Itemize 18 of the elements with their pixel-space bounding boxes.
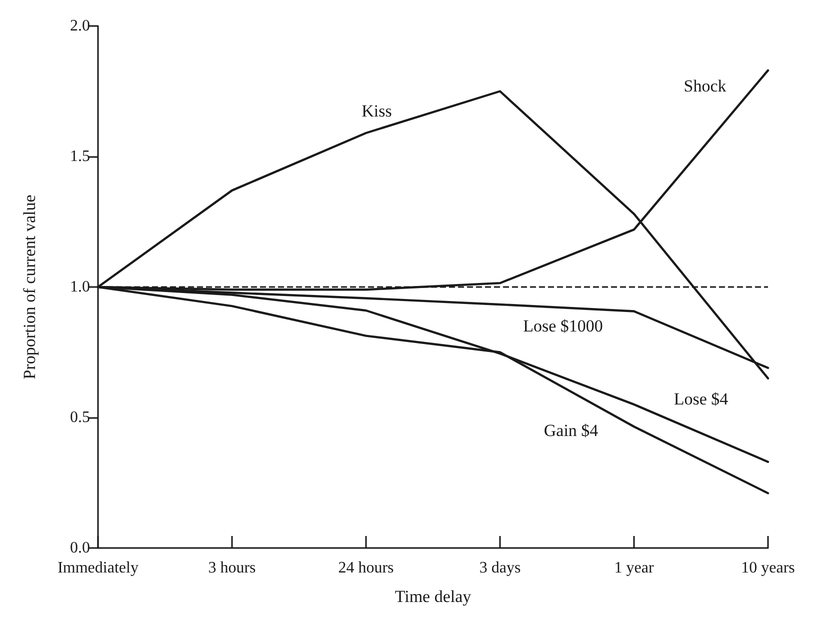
- annotation: Gain $4: [544, 421, 599, 440]
- annotation: Shock: [684, 76, 727, 96]
- y-tick-label: 2.0: [70, 18, 90, 34]
- annotation: Lose $1000: [523, 316, 603, 336]
- x-tick-label: 24 hours: [338, 560, 394, 576]
- x-tick-label: 3 days: [479, 560, 521, 576]
- annotation: Lose $4: [674, 390, 729, 409]
- annotation: Kiss: [362, 101, 392, 120]
- x-tick-label: 10 years: [741, 560, 795, 576]
- x-tick-label: Immediately: [58, 560, 138, 576]
- y-tick-label: 1.0: [70, 278, 90, 296]
- x-tick-label: 1 year: [614, 560, 654, 576]
- y-tick-label: 0.5: [70, 409, 90, 426]
- y-tick-label: 0.0: [70, 540, 90, 556]
- y-axis-title: Proportion of current value: [20, 194, 39, 380]
- x-axis-title: Time delay: [394, 587, 472, 606]
- x-tick-label: 3 hours: [208, 560, 256, 576]
- y-tick-label: 1.5: [70, 148, 90, 165]
